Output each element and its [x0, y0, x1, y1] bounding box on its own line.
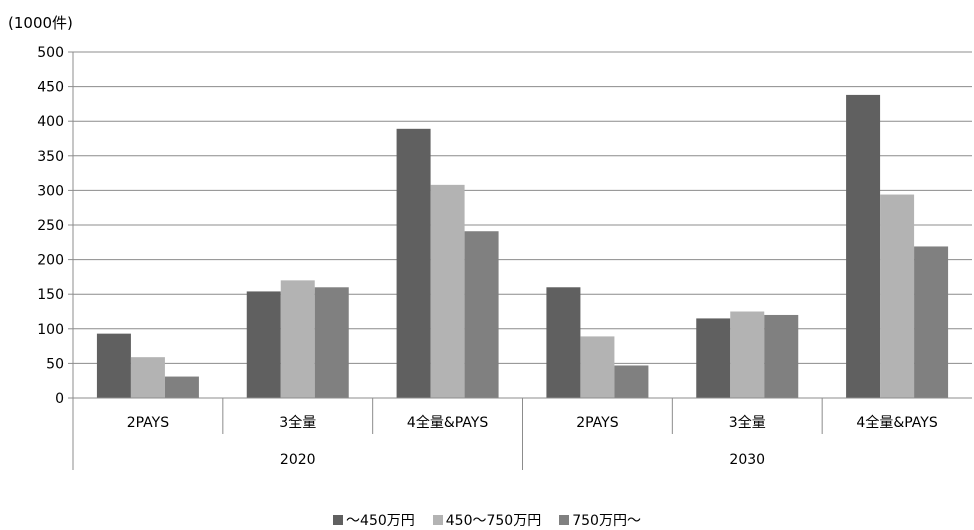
y-tick-label: 200 [37, 253, 64, 269]
legend: ～450万円 450～750万円 750万円～ [0, 510, 974, 530]
bar [764, 314, 799, 398]
y-axis-unit-label: (1000件) [8, 14, 73, 32]
bar [96, 333, 131, 398]
gridlines [73, 51, 972, 399]
x-tick-label: 3全量 [279, 414, 316, 431]
bar [130, 357, 165, 398]
bar [430, 184, 465, 398]
bar [546, 287, 581, 398]
y-tick-label: 100 [37, 322, 64, 338]
bar [164, 376, 199, 398]
legend-item-series-3: 750万円～ [559, 510, 641, 530]
bar [846, 94, 881, 399]
y-tick-label: 400 [37, 114, 64, 130]
bar [914, 246, 949, 398]
bar [880, 194, 915, 398]
y-axis-ticks: 0 50 100 150 200 250 300 350 400 450 500 [37, 45, 74, 407]
bar [464, 231, 499, 398]
bar [580, 336, 615, 398]
y-tick-label: 250 [37, 218, 64, 234]
x-group-label: 2030 [729, 452, 765, 468]
legend-swatch [559, 515, 570, 525]
y-tick-label: 350 [37, 149, 64, 165]
bar-chart: 0 50 100 150 200 250 300 350 400 450 500 2PAYS 3全量 4… [37, 45, 972, 470]
bar [246, 291, 281, 398]
bar [314, 287, 349, 398]
x-tick-label: 2PAYS [127, 415, 169, 431]
x-axis: 2PAYS 3全量 4全量&PAYS 2PAYS 3全量 4全量&PAYS 2020 2030 [72, 397, 972, 470]
legend-swatch [432, 515, 443, 525]
x-tick-label: 4全量&PAYS [856, 414, 937, 431]
bar [696, 318, 731, 398]
x-tick-label: 3全量 [729, 414, 766, 431]
x-group-label: 2020 [280, 452, 316, 468]
bar [396, 128, 431, 398]
legend-label: 450～750万円 [445, 513, 542, 529]
y-tick-label: 300 [37, 183, 64, 199]
bar [280, 280, 315, 398]
legend-item-series-2: 450～750万円 [432, 510, 542, 530]
legend-label: 750万円～ [572, 513, 641, 529]
bars [96, 94, 949, 399]
legend-label: ～450万円 [346, 513, 415, 529]
x-tick-label: 2PAYS [576, 415, 618, 431]
legend-swatch [333, 515, 344, 525]
y-tick-label: 50 [46, 356, 64, 372]
y-tick-label: 500 [37, 45, 64, 61]
x-tick-label: 4全量&PAYS [407, 414, 488, 431]
y-tick-label: 150 [37, 287, 64, 303]
legend-item-series-1: ～450万円 [333, 510, 415, 530]
bar [614, 365, 649, 398]
y-tick-label: 450 [37, 80, 64, 96]
y-tick-label: 0 [55, 391, 64, 407]
bar [730, 311, 765, 398]
